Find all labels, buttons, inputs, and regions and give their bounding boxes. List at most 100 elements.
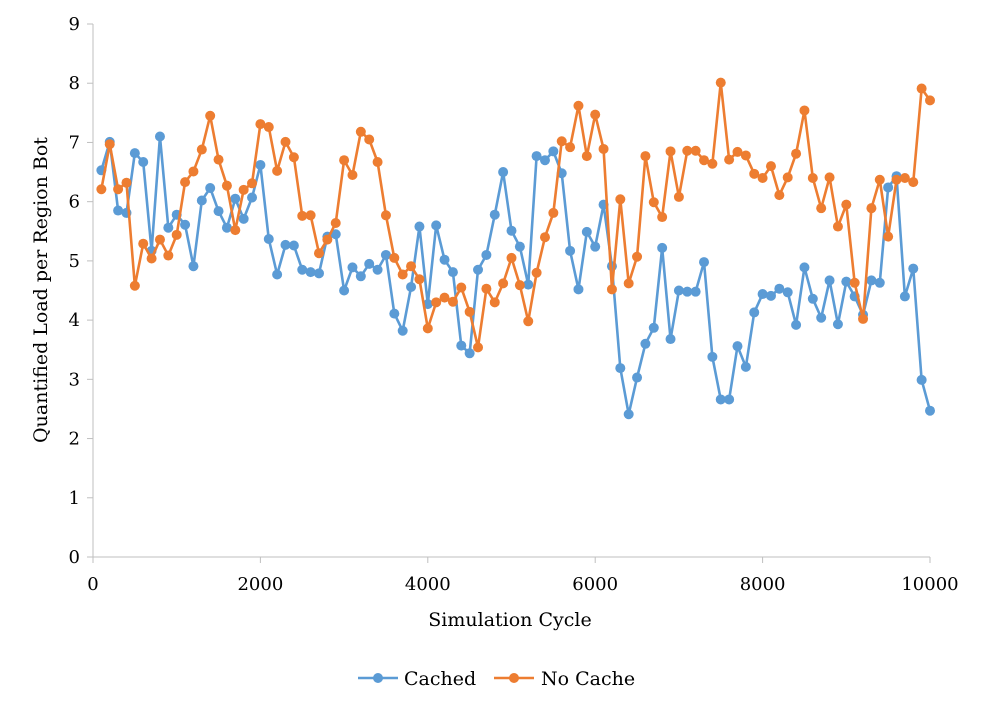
data-point — [556, 136, 567, 147]
data-point — [439, 254, 450, 265]
y-tick-label: 9 — [69, 14, 80, 35]
data-point — [858, 313, 869, 324]
data-point — [615, 194, 626, 205]
data-point — [238, 213, 249, 224]
data-point — [347, 170, 358, 181]
data-point — [498, 167, 509, 178]
data-point — [355, 126, 366, 137]
data-point — [255, 119, 266, 130]
legend-label: Cached — [404, 668, 476, 690]
data-point — [221, 222, 232, 233]
data-point — [699, 257, 710, 268]
data-point — [221, 180, 232, 191]
data-point — [665, 334, 676, 345]
data-point — [548, 146, 559, 157]
data-point — [615, 363, 626, 374]
data-point — [874, 174, 885, 185]
data-point — [757, 172, 768, 183]
data-point — [255, 159, 266, 170]
data-point — [916, 83, 927, 94]
data-point — [230, 193, 241, 204]
data-point — [816, 312, 827, 323]
tick-labels: 0 1 2 3 4 5 6 7 8 9 0 2000 4000 6000 8000 10000 — [69, 14, 959, 595]
data-point — [908, 177, 919, 188]
data-point — [481, 249, 492, 260]
data-point — [707, 351, 718, 362]
data-point — [523, 316, 534, 327]
legend-label: No Cache — [541, 668, 635, 690]
data-point — [841, 199, 852, 210]
data-point — [397, 269, 408, 280]
data-point — [313, 248, 324, 259]
data-point — [565, 245, 576, 256]
data-point — [439, 292, 450, 303]
data-point — [230, 225, 241, 236]
data-point — [749, 307, 760, 318]
data-point — [280, 239, 291, 250]
data-point — [422, 323, 433, 334]
data-point — [740, 361, 751, 372]
data-point — [523, 279, 534, 290]
data-point — [213, 206, 224, 217]
data-point — [640, 338, 651, 349]
data-point — [632, 251, 643, 262]
data-point — [690, 286, 701, 297]
data-point — [791, 319, 802, 330]
data-point — [799, 262, 810, 273]
data-point — [272, 165, 283, 176]
data-point — [539, 155, 550, 166]
data-point — [807, 172, 818, 183]
data-point — [355, 271, 366, 282]
data-point — [339, 285, 350, 296]
data-point — [180, 177, 191, 188]
data-point — [272, 269, 283, 280]
data-point — [171, 229, 182, 240]
data-point — [590, 241, 601, 252]
data-point — [447, 296, 458, 307]
data-point — [414, 221, 425, 232]
data-point — [305, 267, 316, 278]
data-point — [632, 372, 643, 383]
data-point — [916, 374, 927, 385]
legend: Cached No Cache — [358, 668, 635, 690]
data-point — [824, 275, 835, 286]
data-point — [305, 210, 316, 221]
data-point — [883, 182, 894, 193]
data-point — [791, 148, 802, 159]
data-point — [247, 178, 258, 189]
data-point — [247, 192, 258, 203]
data-point — [380, 249, 391, 260]
data-point — [481, 283, 492, 294]
data-point — [765, 161, 776, 172]
data-point — [757, 289, 768, 300]
legend-item: Cached — [358, 668, 476, 690]
data-point — [364, 134, 375, 145]
data-point — [925, 405, 935, 416]
data-point — [104, 139, 115, 150]
data-point — [598, 143, 609, 154]
data-point — [774, 190, 785, 201]
data-point — [866, 203, 877, 214]
data-point — [196, 144, 207, 155]
data-point — [648, 322, 659, 333]
x-tick-label: 2000 — [237, 574, 283, 595]
data-point — [129, 280, 140, 291]
data-point — [380, 210, 391, 221]
data-point — [657, 212, 668, 223]
data-point — [816, 203, 827, 214]
data-point — [406, 261, 417, 272]
data-point — [138, 156, 149, 167]
data-point — [188, 166, 199, 177]
data-point — [464, 348, 475, 359]
data-point — [263, 233, 274, 244]
data-point — [372, 264, 383, 275]
data-point — [531, 267, 542, 278]
data-point — [473, 264, 484, 275]
data-point — [389, 252, 400, 263]
data-point — [514, 241, 525, 252]
data-point — [673, 285, 684, 296]
data-point — [397, 325, 408, 336]
data-point — [799, 105, 810, 116]
